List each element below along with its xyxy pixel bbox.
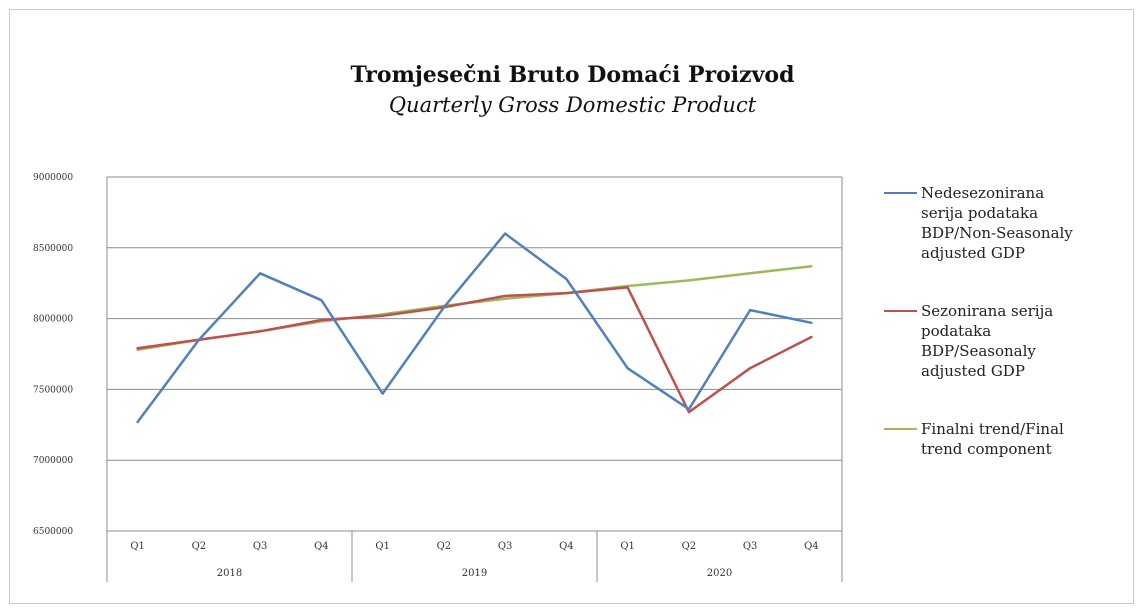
x-tick-label: Q2 <box>437 541 452 552</box>
x-tick-label: Q3 <box>253 541 268 552</box>
x-tick-label: Q1 <box>375 541 390 552</box>
x-axis-ticks: Q1 Q2 Q3 Q4 Q1 Q2 Q3 Q4 Q1 Q2 Q3 Q4 2018 2019 2020 <box>130 531 843 582</box>
y-tick-label: 7500000 <box>33 385 73 395</box>
y-tick-label: 8500000 <box>33 244 73 254</box>
chart-subtitle: Quarterly Gross Domestic Product <box>388 93 757 117</box>
legend-swatch-trend <box>884 428 917 430</box>
chart-frame <box>9 9 1134 604</box>
x-tick-label: Q3 <box>498 541 513 552</box>
legend-item-trend: Finalni trend/Final trend component <box>884 419 1134 459</box>
series-lines <box>136 232 813 424</box>
x-group-label: 2019 <box>462 568 487 579</box>
legend-item-seasonal: Sezonirana serija podataka BDP/Seasonaly… <box>884 301 1134 381</box>
x-tick-label: Q2 <box>192 541 207 552</box>
series-line-0 <box>136 232 813 424</box>
legend-label-non-seasonal: Nedesezonirana serija podataka BDP/Non-S… <box>921 184 1073 262</box>
x-group-label: 2020 <box>707 568 732 579</box>
legend-label-trend: Finalni trend/Final trend component <box>921 420 1064 458</box>
x-tick-label: Q1 <box>130 541 145 552</box>
y-tick-label: 7000000 <box>33 456 73 466</box>
x-tick-label: Q2 <box>682 541 697 552</box>
y-axis-ticks: 6500000 7000000 7500000 8000000 8500000 90000… <box>33 173 73 537</box>
y-tick-label: 6500000 <box>33 527 73 537</box>
x-tick-label: Q4 <box>804 541 819 552</box>
x-group-label: 2018 <box>217 568 242 579</box>
y-tick-label: 9000000 <box>33 173 73 183</box>
y-tick-label: 8000000 <box>33 315 73 325</box>
series-line-2 <box>136 264 813 352</box>
x-tick-label: Q4 <box>314 541 329 552</box>
grid-lines <box>106 176 843 582</box>
legend: Nedesezonirana serija podataka BDP/Non-S… <box>884 183 1134 497</box>
x-tick-label: Q1 <box>620 541 635 552</box>
legend-swatch-non-seasonal <box>884 192 917 194</box>
chart-title-block: Tromjesečni Bruto Domaći Proizvod Quarte… <box>0 60 1145 120</box>
legend-label-seasonal: Sezonirana serija podataka BDP/Seasonaly… <box>921 302 1054 380</box>
x-tick-label: Q4 <box>559 541 574 552</box>
x-tick-label: Q3 <box>743 541 758 552</box>
legend-item-non-seasonal: Nedesezonirana serija podataka BDP/Non-S… <box>884 183 1134 263</box>
legend-swatch-seasonal <box>884 310 917 312</box>
series-line-1 <box>136 286 813 414</box>
chart-title: Tromjesečni Bruto Domaći Proizvod <box>350 62 795 88</box>
